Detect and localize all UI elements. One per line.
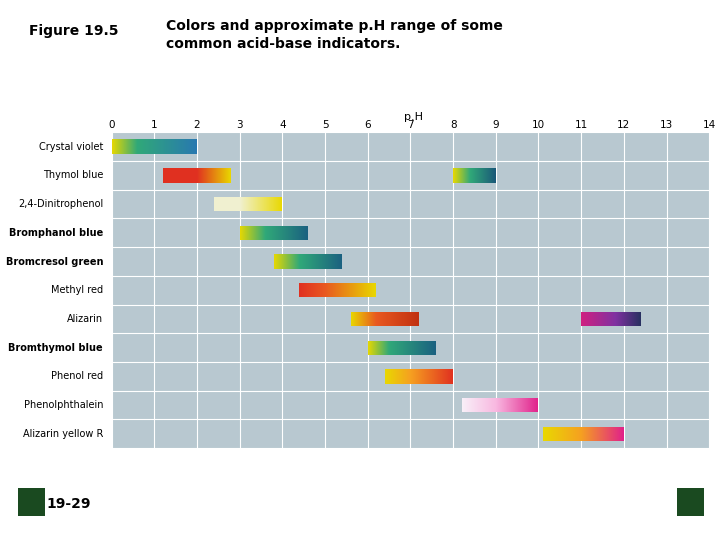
Text: Figure 19.5: Figure 19.5 — [29, 24, 118, 38]
Text: Bromthymol blue: Bromthymol blue — [9, 343, 103, 353]
Text: Phenol red: Phenol red — [51, 372, 103, 381]
Text: Bromcresol green: Bromcresol green — [6, 256, 103, 267]
Text: Alizarin yellow R: Alizarin yellow R — [23, 429, 103, 439]
Text: Bromphanol blue: Bromphanol blue — [9, 228, 103, 238]
Text: Phenolphthalein: Phenolphthalein — [24, 400, 103, 410]
Text: Colors and approximate p.H range of some
common acid-base indicators.: Colors and approximate p.H range of some… — [166, 19, 503, 51]
Text: 2,4-Dinitrophenol: 2,4-Dinitrophenol — [18, 199, 103, 209]
Text: Thymol blue: Thymol blue — [42, 171, 103, 180]
Text: p.H: p.H — [405, 111, 423, 122]
Text: Alizarin: Alizarin — [67, 314, 103, 324]
Text: Methyl red: Methyl red — [51, 285, 103, 295]
Text: Crystal violet: Crystal violet — [39, 141, 103, 152]
Text: 19-29: 19-29 — [47, 497, 91, 511]
